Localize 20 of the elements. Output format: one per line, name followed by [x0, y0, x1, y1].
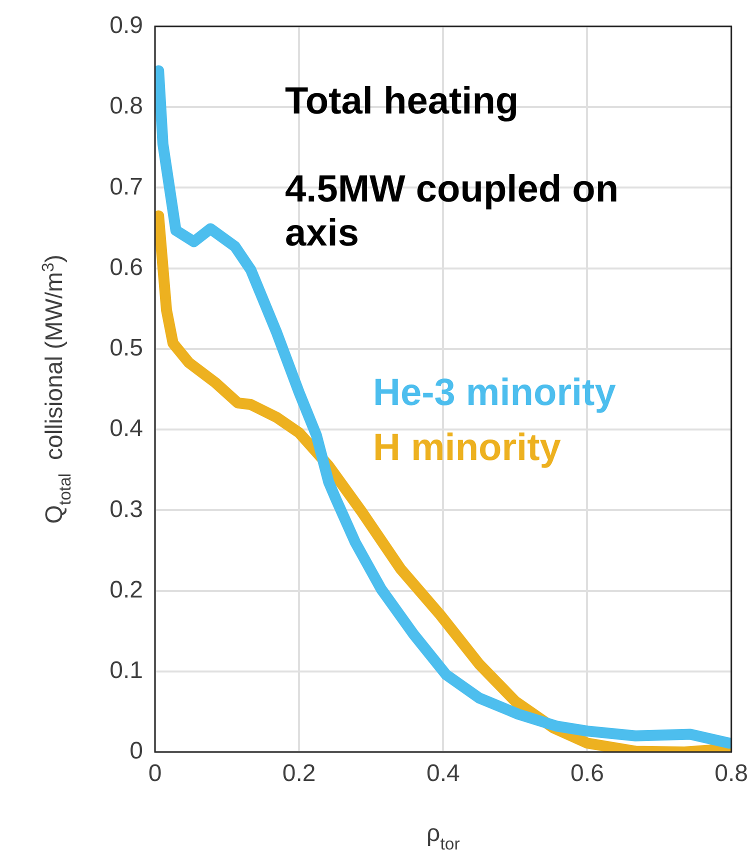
y-tick-label: 0 [130, 738, 143, 765]
y-tick-label: 0.4 [110, 415, 143, 442]
y-tick-label: 0.2 [110, 576, 143, 604]
x-tick-label: 0.4 [426, 760, 460, 788]
series-label: He-3 minority [373, 372, 616, 414]
y-tick-label: 0.8 [110, 92, 143, 120]
y-tick-label: 0.6 [110, 254, 143, 281]
y-tick-label: 0.9 [110, 12, 143, 40]
y-tick-label: 0.3 [110, 496, 143, 523]
series-label: H minority [373, 427, 561, 469]
x-tick-label: 0 [148, 760, 162, 788]
y-axis-title: Qtotal collisional (MW/m3) [38, 254, 74, 524]
y-tick-label: 0.7 [110, 173, 143, 200]
annotation: 4.5MW coupled on axis [285, 168, 619, 254]
annotation: Total heating [285, 80, 519, 122]
x-tick-label: 0.6 [570, 760, 604, 788]
x-tick-label: 0.8 [714, 760, 748, 788]
y-tick-label: 0.1 [110, 657, 143, 684]
x-tick-label: 0.2 [282, 760, 316, 788]
y-tick-label: 0.5 [110, 334, 143, 362]
